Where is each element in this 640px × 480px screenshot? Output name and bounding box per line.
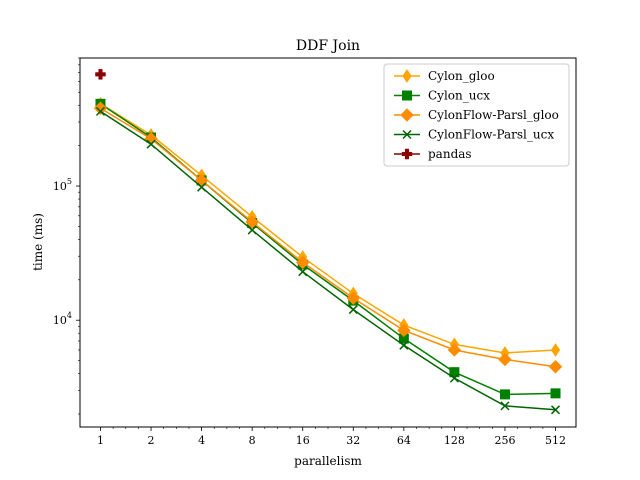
legend-label: CylonFlow-Parsl_ucx	[428, 128, 554, 142]
marker-shape	[93, 101, 108, 115]
y-tick-base: 10	[53, 180, 67, 193]
y-axis-label: time (ms)	[31, 213, 45, 271]
y-tick-exponent: 4	[67, 311, 72, 320]
data-point	[397, 323, 411, 338]
legend-label: pandas	[428, 147, 472, 161]
marker-shape	[95, 69, 106, 80]
data-point	[348, 305, 358, 315]
data-point	[548, 360, 563, 374]
x-axis: 1 2 4 8 16 32 64 128 256 512	[97, 427, 566, 447]
data-point	[550, 343, 561, 357]
data-point	[550, 388, 561, 399]
data-point	[197, 182, 207, 192]
legend-marker	[402, 69, 412, 83]
marker-shape	[247, 225, 257, 235]
series-line	[100, 107, 556, 368]
legend-entry: Cylon_ucx	[394, 89, 490, 103]
marker-shape	[399, 340, 409, 350]
data-point	[346, 291, 360, 305]
series-line	[100, 110, 556, 411]
marker-shape	[449, 373, 459, 383]
y-tick-base: 10	[53, 314, 67, 327]
marker-shape	[402, 129, 412, 140]
legend-marker	[401, 148, 413, 160]
data-point	[95, 69, 106, 80]
marker-shape	[245, 215, 259, 229]
marker-shape	[348, 305, 358, 315]
legend-entry: CylonFlow-Parsl_ucx	[394, 128, 554, 142]
series-pandas	[95, 69, 106, 80]
legend-label: Cylon_ucx	[428, 89, 490, 103]
x-tick-label: 16	[296, 434, 310, 447]
x-tick-label: 8	[249, 434, 256, 447]
x-axis-label: parallelism	[294, 454, 362, 468]
x-tick-label: 1	[97, 434, 104, 447]
data-point	[447, 343, 462, 357]
legend-label: CylonFlow-Parsl_gloo	[428, 108, 559, 122]
plot-area	[93, 69, 563, 415]
marker-shape	[498, 352, 512, 367]
legend: Cylon_gloo Cylon_ucx CylonFlow-Parsl_gloo C…	[383, 63, 570, 167]
marker-shape	[146, 139, 156, 149]
data-point	[296, 255, 310, 270]
data-point	[399, 340, 409, 350]
y-tick-label: 104	[53, 311, 72, 327]
data-point	[146, 139, 156, 149]
marker-shape	[397, 323, 411, 338]
x-tick-label: 32	[346, 434, 360, 447]
marker-shape	[499, 389, 510, 400]
marker-shape	[197, 182, 207, 192]
data-point	[499, 389, 510, 400]
marker-shape	[550, 343, 561, 357]
data-point	[449, 367, 460, 378]
chart-title: DDF Join	[296, 38, 360, 54]
series-line	[100, 103, 556, 354]
marker-shape	[447, 343, 462, 357]
data-point	[247, 225, 257, 235]
marker-shape	[550, 388, 561, 399]
legend-label: Cylon_gloo	[428, 69, 495, 83]
marker-shape	[346, 291, 360, 305]
legend-box	[383, 63, 570, 167]
x-tick-label: 256	[494, 434, 515, 447]
x-tick-label: 128	[444, 434, 465, 447]
data-point	[95, 106, 106, 116]
marker-shape	[298, 267, 308, 277]
y-tick-exponent: 5	[67, 177, 72, 186]
marker-shape	[500, 401, 510, 411]
series-CylonFlow-Parsl_ucx	[95, 106, 561, 415]
marker-shape	[449, 367, 460, 378]
x-tick-label: 512	[545, 434, 566, 447]
legend-marker	[400, 108, 414, 122]
data-point	[298, 267, 308, 277]
x-tick-label: 4	[198, 434, 205, 447]
marker-shape	[95, 106, 106, 116]
data-point	[500, 401, 510, 411]
data-point	[449, 373, 459, 383]
legend-entry: Cylon_gloo	[394, 69, 495, 83]
marker-shape	[296, 255, 310, 270]
data-point	[550, 405, 561, 415]
marker-shape	[401, 148, 413, 160]
data-point	[245, 215, 259, 229]
marker-shape	[402, 69, 412, 83]
marker-shape	[550, 405, 561, 415]
x-tick-label: 2	[148, 434, 155, 447]
y-tick-label: 105	[53, 177, 72, 193]
legend-entry: pandas	[394, 147, 472, 161]
legend-marker	[402, 90, 412, 101]
data-point	[498, 352, 512, 367]
marker-shape	[402, 90, 412, 101]
marker-shape	[400, 108, 414, 122]
legend-entry: CylonFlow-Parsl_gloo	[394, 108, 559, 122]
x-tick-label: 64	[397, 434, 411, 447]
legend-marker	[402, 129, 412, 140]
data-point	[93, 101, 108, 115]
marker-shape	[548, 360, 563, 374]
